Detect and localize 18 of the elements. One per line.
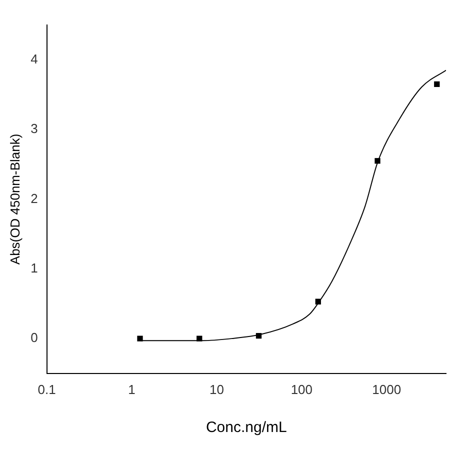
point <box>137 336 143 342</box>
y-tick-label: 2 <box>30 190 38 206</box>
y-tick-label: 0 <box>30 330 38 346</box>
x-tick-label: 0.1 <box>38 382 56 397</box>
x-tick-label: 10 <box>209 382 224 397</box>
y-tick-label: 4 <box>30 51 38 66</box>
x-tick-label: 1000 <box>372 382 402 397</box>
point <box>315 298 321 304</box>
point <box>374 158 380 164</box>
y-axis-title: Abs(OD 450nm-Blank) <box>7 134 22 265</box>
point <box>434 81 440 88</box>
x-tick-label: 100 <box>290 382 313 397</box>
x-axis-title: Conc.ng/mL <box>206 419 287 436</box>
x-tick-label: 1 <box>128 382 136 397</box>
point <box>256 332 262 339</box>
y-tick-label: 3 <box>30 121 38 136</box>
y-tick-label: 1 <box>30 260 38 276</box>
point <box>196 336 202 342</box>
